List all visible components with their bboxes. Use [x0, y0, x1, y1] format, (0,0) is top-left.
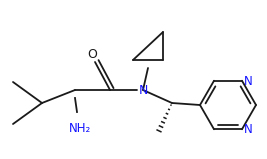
Text: N: N: [244, 75, 253, 88]
Text: N: N: [138, 83, 148, 97]
Text: O: O: [87, 48, 97, 61]
Text: N: N: [244, 123, 253, 136]
Text: NH₂: NH₂: [69, 122, 91, 135]
